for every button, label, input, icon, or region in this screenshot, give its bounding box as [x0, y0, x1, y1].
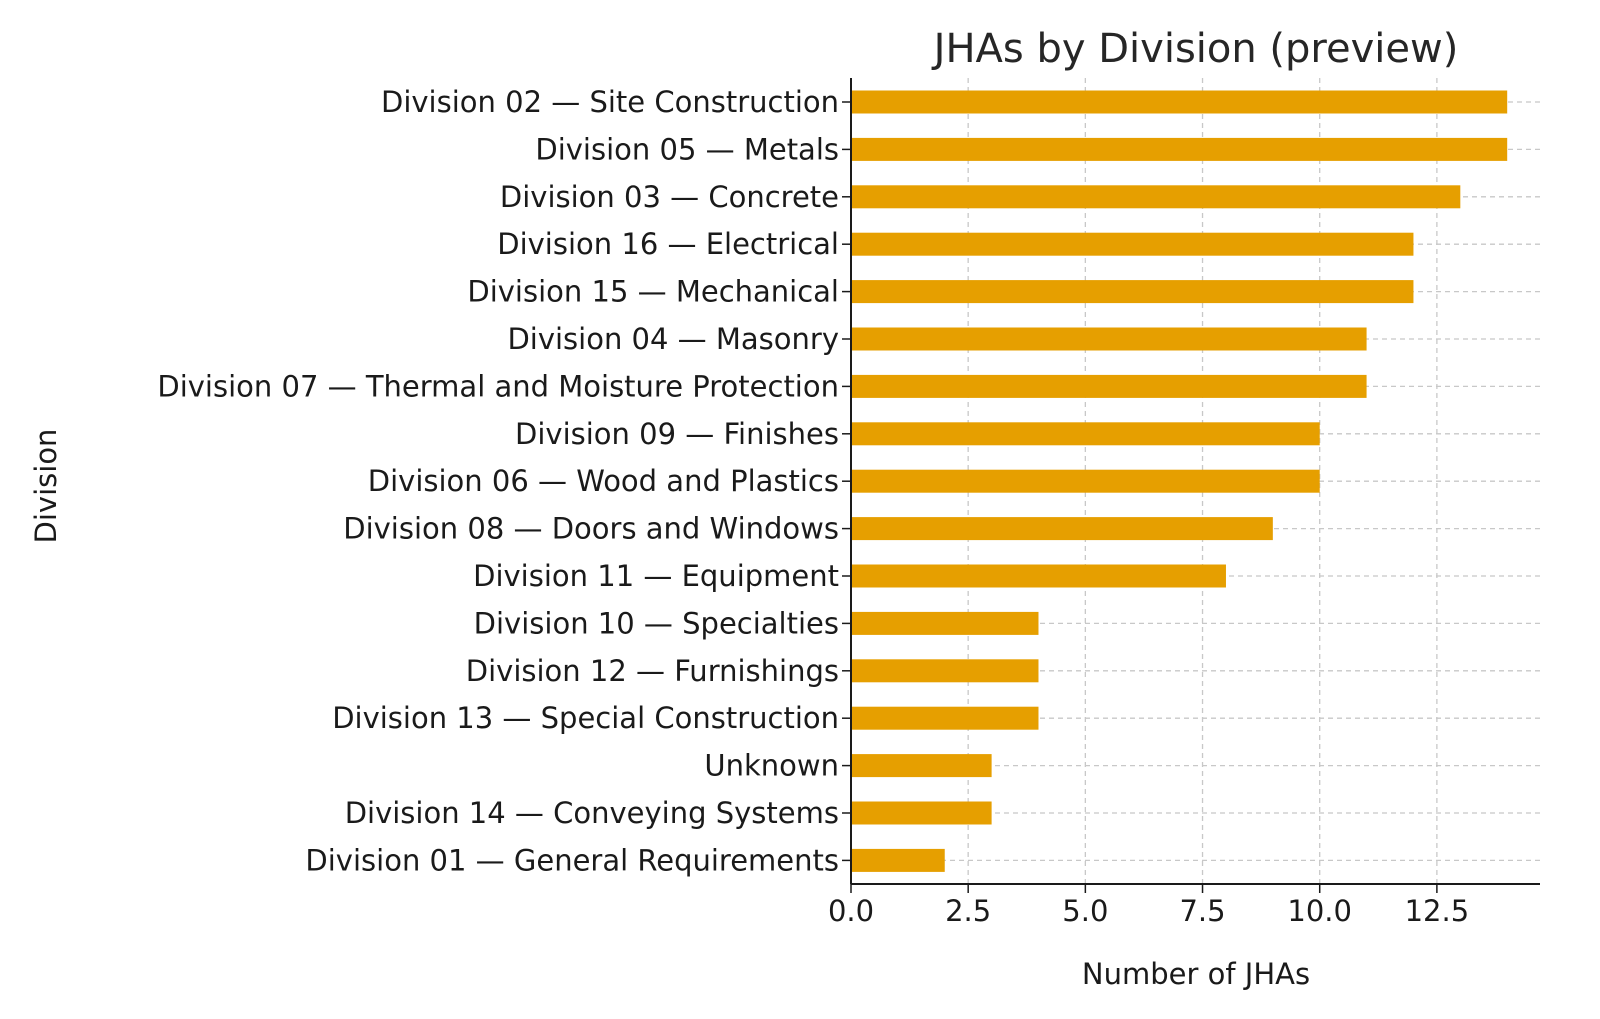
y-tick-label: Division 01 — General Requirements — [305, 843, 839, 877]
bar — [851, 469, 1320, 493]
chart-title: JHAs by Division (preview) — [931, 26, 1459, 72]
bar — [851, 185, 1461, 209]
bar — [851, 374, 1367, 398]
bar — [851, 564, 1226, 588]
y-tick-label: Unknown — [704, 749, 839, 783]
bar — [851, 232, 1414, 256]
bar — [851, 706, 1039, 730]
bars — [851, 90, 1508, 872]
y-tick-label: Division 07 — Thermal and Moisture Prote… — [157, 369, 839, 403]
y-tick-label: Division 04 — Masonry — [507, 322, 839, 356]
y-tick-label: Division 08 — Doors and Windows — [343, 512, 839, 546]
y-tick-label: Division 12 — Furnishings — [466, 654, 839, 688]
x-tick-label: 7.5 — [1179, 894, 1225, 928]
bar — [851, 611, 1039, 635]
bar — [851, 517, 1273, 541]
y-tick-label: Division 13 — Special Construction — [332, 701, 839, 735]
y-tick-label: Division 03 — Concrete — [500, 180, 839, 214]
bar — [851, 90, 1508, 114]
x-tick-label: 2.5 — [945, 894, 991, 928]
y-tick-label: Division 14 — Conveying Systems — [345, 796, 839, 830]
x-tick-label: 12.5 — [1405, 894, 1470, 928]
bar — [851, 801, 992, 825]
y-axis-title: Division — [29, 429, 63, 544]
y-tick-label: Division 05 — Metals — [535, 132, 839, 166]
y-tick-label: Division 15 — Mechanical — [467, 275, 839, 309]
x-tick-label: 10.0 — [1287, 894, 1352, 928]
y-tick-label: Division 16 — Electrical — [497, 227, 839, 261]
bar — [851, 137, 1508, 161]
y-tick-label: Division 11 — Equipment — [473, 559, 839, 593]
bar — [851, 422, 1320, 446]
y-tick-labels: Division 02 — Site Construction Division … — [157, 85, 851, 877]
x-tick-label: 5.0 — [1062, 894, 1108, 928]
y-tick-label: Division 06 — Wood and Plastics — [368, 464, 839, 498]
y-tick-label: Division 02 — Site Construction — [381, 85, 839, 119]
bar — [851, 848, 945, 872]
x-axis-title: Number of JHAs — [1082, 957, 1310, 991]
bar — [851, 280, 1414, 304]
x-tick-label: 0.0 — [828, 894, 874, 928]
bar — [851, 754, 992, 778]
y-tick-label: Division 10 — Specialties — [474, 606, 839, 640]
x-tick-labels: 0.0 2.5 5.0 7.5 10.0 12.5 — [828, 884, 1469, 928]
y-tick-label: Division 09 — Finishes — [515, 417, 839, 451]
bar — [851, 659, 1039, 683]
bar — [851, 327, 1367, 351]
